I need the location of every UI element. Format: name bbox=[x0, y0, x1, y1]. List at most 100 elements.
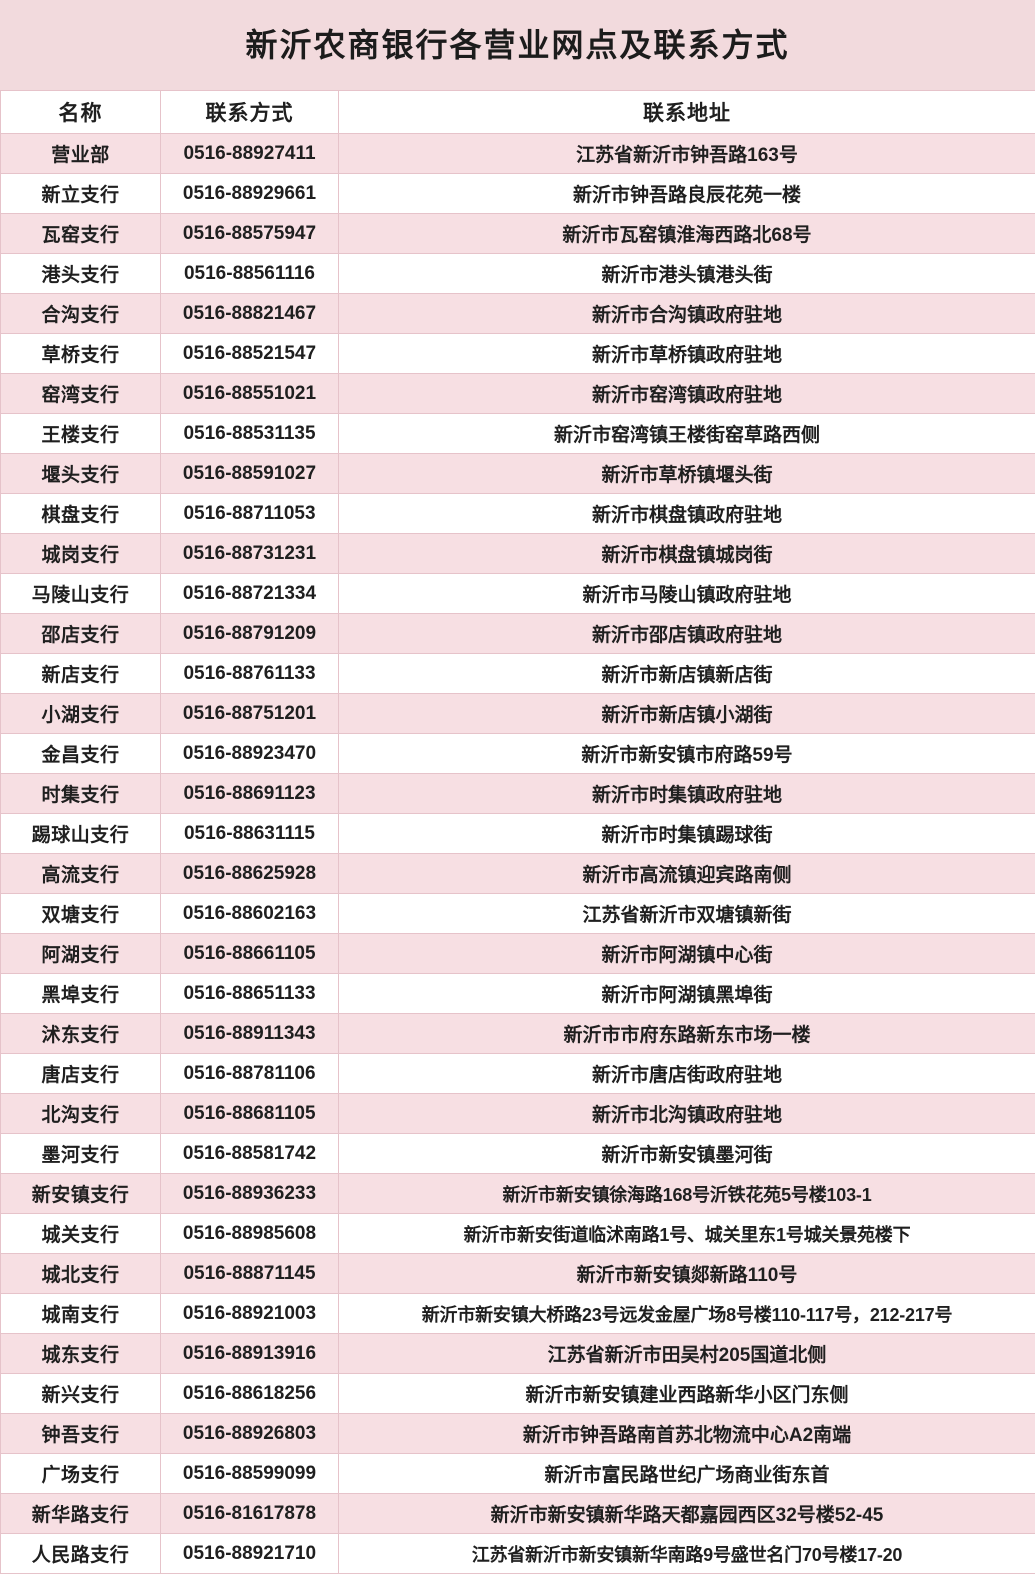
cell-phone-number: 0516-88681105 bbox=[160, 1093, 339, 1134]
table-row: 邵店支行 0516-88791209 新沂市邵店镇政府驻地 bbox=[0, 613, 1035, 654]
table-row: 时集支行 0516-88691123 新沂市时集镇政府驻地 bbox=[0, 773, 1035, 814]
cell-branch-name: 城关支行 bbox=[0, 1213, 161, 1254]
table-row: 双塘支行 0516-88602163 江苏省新沂市双塘镇新街 bbox=[0, 893, 1035, 934]
cell-address: 新沂市富民路世纪广场商业街东首 bbox=[338, 1453, 1035, 1494]
cell-phone-number: 0516-88691123 bbox=[160, 773, 339, 814]
column-header-address: 联系地址 bbox=[338, 90, 1035, 134]
cell-branch-name: 双塘支行 bbox=[0, 893, 161, 934]
cell-branch-name: 城南支行 bbox=[0, 1293, 161, 1334]
table-row: 黑埠支行 0516-88651133 新沂市阿湖镇黑埠街 bbox=[0, 973, 1035, 1014]
cell-address: 新沂市邵店镇政府驻地 bbox=[338, 613, 1035, 654]
table-row: 城关支行 0516-88985608 新沂市新安街道临沭南路1号、城关里东1号城关景… bbox=[0, 1213, 1035, 1254]
table-row: 唐店支行 0516-88781106 新沂市唐店街政府驻地 bbox=[0, 1053, 1035, 1094]
cell-phone-number: 0516-88927411 bbox=[160, 133, 339, 174]
cell-branch-name: 瓦窑支行 bbox=[0, 213, 161, 254]
cell-address: 新沂市瓦窑镇淮海西路北68号 bbox=[338, 213, 1035, 254]
table-header: 名称 联系方式 联系地址 bbox=[0, 90, 1035, 134]
cell-branch-name: 城岗支行 bbox=[0, 533, 161, 574]
table-row: 广场支行 0516-88599099 新沂市富民路世纪广场商业街东首 bbox=[0, 1453, 1035, 1494]
cell-branch-name: 城东支行 bbox=[0, 1333, 161, 1374]
cell-phone-number: 0516-88521547 bbox=[160, 333, 339, 374]
cell-address: 新沂市窑湾镇政府驻地 bbox=[338, 373, 1035, 414]
table-row: 王楼支行 0516-88531135 新沂市窑湾镇王楼街窑草路西侧 bbox=[0, 413, 1035, 454]
table-row: 人民路支行 0516-88921710 江苏省新沂市新安镇新华南路9号盛世名门70号… bbox=[0, 1533, 1035, 1574]
cell-branch-name: 合沟支行 bbox=[0, 293, 161, 334]
cell-address: 新沂市新安镇墨河街 bbox=[338, 1133, 1035, 1174]
cell-address: 新沂市新店镇小湖街 bbox=[338, 693, 1035, 734]
table-row: 阿湖支行 0516-88661105 新沂市阿湖镇中心街 bbox=[0, 933, 1035, 974]
table-row: 新立支行 0516-88929661 新沂市钟吾路良辰花苑一楼 bbox=[0, 173, 1035, 214]
cell-address: 江苏省新沂市新安镇新华南路9号盛世名门70号楼17-20 bbox=[338, 1533, 1035, 1574]
cell-phone-number: 0516-88871145 bbox=[160, 1253, 339, 1294]
cell-phone-number: 0516-88651133 bbox=[160, 973, 339, 1014]
cell-branch-name: 黑埠支行 bbox=[0, 973, 161, 1014]
cell-phone-number: 0516-88602163 bbox=[160, 893, 339, 934]
cell-branch-name: 沭东支行 bbox=[0, 1013, 161, 1054]
cell-branch-name: 城北支行 bbox=[0, 1253, 161, 1294]
cell-branch-name: 窑湾支行 bbox=[0, 373, 161, 414]
cell-phone-number: 0516-88926803 bbox=[160, 1413, 339, 1454]
table-row: 合沟支行 0516-88821467 新沂市合沟镇政府驻地 bbox=[0, 293, 1035, 334]
cell-address: 江苏省新沂市双塘镇新街 bbox=[338, 893, 1035, 934]
cell-address: 新沂市新安镇徐海路168号沂铁花苑5号楼103-1 bbox=[338, 1173, 1035, 1214]
table-row: 小湖支行 0516-88751201 新沂市新店镇小湖街 bbox=[0, 693, 1035, 734]
cell-address: 新沂市马陵山镇政府驻地 bbox=[338, 573, 1035, 614]
branch-contact-table: 名称 联系方式 联系地址 营业部 0516-88927411 江苏省新沂市钟吾路16… bbox=[0, 90, 1035, 1574]
cell-branch-name: 邵店支行 bbox=[0, 613, 161, 654]
table-header-row: 名称 联系方式 联系地址 bbox=[0, 90, 1035, 134]
cell-address: 新沂市新安街道临沭南路1号、城关里东1号城关景苑楼下 bbox=[338, 1213, 1035, 1254]
cell-phone-number: 0516-88921003 bbox=[160, 1293, 339, 1334]
cell-phone-number: 0516-88531135 bbox=[160, 413, 339, 454]
cell-phone-number: 0516-88599099 bbox=[160, 1453, 339, 1494]
cell-phone-number: 0516-88591027 bbox=[160, 453, 339, 494]
table-row: 营业部 0516-88927411 江苏省新沂市钟吾路163号 bbox=[0, 133, 1035, 174]
cell-address: 新沂市市府东路新东市场一楼 bbox=[338, 1013, 1035, 1054]
table-row: 北沟支行 0516-88681105 新沂市北沟镇政府驻地 bbox=[0, 1093, 1035, 1134]
cell-phone-number: 0516-88631115 bbox=[160, 813, 339, 854]
cell-phone-number: 0516-88921710 bbox=[160, 1533, 339, 1574]
cell-branch-name: 草桥支行 bbox=[0, 333, 161, 374]
cell-address: 新沂市时集镇政府驻地 bbox=[338, 773, 1035, 814]
cell-branch-name: 新立支行 bbox=[0, 173, 161, 214]
page-title: 新沂农商银行各营业网点及联系方式 bbox=[245, 27, 790, 63]
table-row: 城南支行 0516-88921003 新沂市新安镇大桥路23号远发金屋广场8号楼11… bbox=[0, 1293, 1035, 1334]
cell-phone-number: 0516-88781106 bbox=[160, 1053, 339, 1094]
cell-address: 新沂市草桥镇政府驻地 bbox=[338, 333, 1035, 374]
cell-address: 新沂市新安镇郯新路110号 bbox=[338, 1253, 1035, 1294]
table-row: 马陵山支行 0516-88721334 新沂市马陵山镇政府驻地 bbox=[0, 573, 1035, 614]
table-row: 金昌支行 0516-88923470 新沂市新安镇市府路59号 bbox=[0, 733, 1035, 774]
cell-address: 新沂市北沟镇政府驻地 bbox=[338, 1093, 1035, 1134]
table-row: 新安镇支行 0516-88936233 新沂市新安镇徐海路168号沂铁花苑5号楼10… bbox=[0, 1173, 1035, 1214]
table-row: 墨河支行 0516-88581742 新沂市新安镇墨河街 bbox=[0, 1133, 1035, 1174]
cell-branch-name: 时集支行 bbox=[0, 773, 161, 814]
cell-phone-number: 0516-88913916 bbox=[160, 1333, 339, 1374]
cell-branch-name: 阿湖支行 bbox=[0, 933, 161, 974]
cell-phone-number: 0516-88936233 bbox=[160, 1173, 339, 1214]
column-header-phone: 联系方式 bbox=[160, 90, 339, 134]
cell-phone-number: 0516-88581742 bbox=[160, 1133, 339, 1174]
cell-phone-number: 0516-88821467 bbox=[160, 293, 339, 334]
cell-address: 新沂市窑湾镇王楼街窑草路西侧 bbox=[338, 413, 1035, 454]
table-row: 沭东支行 0516-88911343 新沂市市府东路新东市场一楼 bbox=[0, 1013, 1035, 1054]
cell-phone-number: 0516-88711053 bbox=[160, 493, 339, 534]
cell-address: 新沂市港头镇港头街 bbox=[338, 253, 1035, 294]
cell-address: 新沂市钟吾路南首苏北物流中心A2南端 bbox=[338, 1413, 1035, 1454]
cell-phone-number: 0516-88731231 bbox=[160, 533, 339, 574]
cell-address: 新沂市新安镇市府路59号 bbox=[338, 733, 1035, 774]
cell-phone-number: 0516-88929661 bbox=[160, 173, 339, 214]
cell-phone-number: 0516-81617878 bbox=[160, 1493, 339, 1534]
table-row: 钟吾支行 0516-88926803 新沂市钟吾路南首苏北物流中心A2南端 bbox=[0, 1413, 1035, 1454]
cell-branch-name: 广场支行 bbox=[0, 1453, 161, 1494]
column-header-name: 名称 bbox=[0, 90, 161, 134]
table-row: 棋盘支行 0516-88711053 新沂市棋盘镇政府驻地 bbox=[0, 493, 1035, 534]
cell-phone-number: 0516-88661105 bbox=[160, 933, 339, 974]
cell-phone-number: 0516-88761133 bbox=[160, 653, 339, 694]
table-row: 城岗支行 0516-88731231 新沂市棋盘镇城岗街 bbox=[0, 533, 1035, 574]
cell-phone-number: 0516-88911343 bbox=[160, 1013, 339, 1054]
cell-address: 江苏省新沂市钟吾路163号 bbox=[338, 133, 1035, 174]
cell-address: 新沂市新安镇建业西路新华小区门东侧 bbox=[338, 1373, 1035, 1414]
table-row: 新华路支行 0516-81617878 新沂市新安镇新华路天都嘉园西区32号楼52-… bbox=[0, 1493, 1035, 1534]
cell-address: 新沂市新安镇大桥路23号远发金屋广场8号楼110-117号，212-217号 bbox=[338, 1293, 1035, 1334]
cell-branch-name: 新店支行 bbox=[0, 653, 161, 694]
